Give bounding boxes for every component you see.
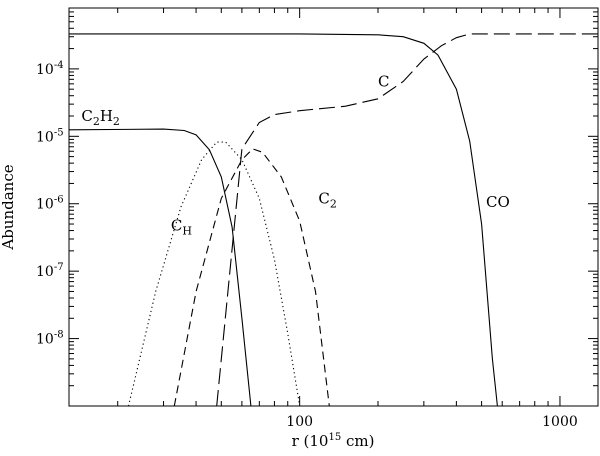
y-tick-label: 10-4	[36, 60, 64, 78]
series-c2	[173, 148, 330, 407]
series-co	[69, 33, 498, 407]
y-axis-title: Abundance	[0, 164, 17, 250]
label-c2: C2	[318, 190, 336, 211]
series-c	[216, 33, 598, 407]
x-tick-label: 100	[286, 414, 313, 430]
label-c: C	[378, 72, 389, 90]
label-co: CO	[486, 193, 510, 211]
axis-ticks: 100 1000 10-4 10-5 10-6 10-7 10-8	[36, 7, 598, 430]
series-layer	[68, 33, 598, 407]
series-c2h2	[68, 128, 252, 407]
x-axis-title: r (1015 cm)	[292, 432, 375, 450]
label-c2h: CH	[171, 217, 192, 238]
y-tick-label: 10-7	[36, 262, 64, 280]
series-c2h	[127, 141, 301, 407]
y-tick-label: 10-5	[36, 127, 64, 145]
label-c2h2: C2H2	[81, 107, 120, 128]
y-tick-label: 10-8	[36, 330, 64, 348]
labels-layer: CO C C2H2 CH C2	[81, 72, 509, 237]
y-tick-label: 10-6	[36, 195, 64, 213]
x-tick-label: 1000	[542, 414, 578, 430]
